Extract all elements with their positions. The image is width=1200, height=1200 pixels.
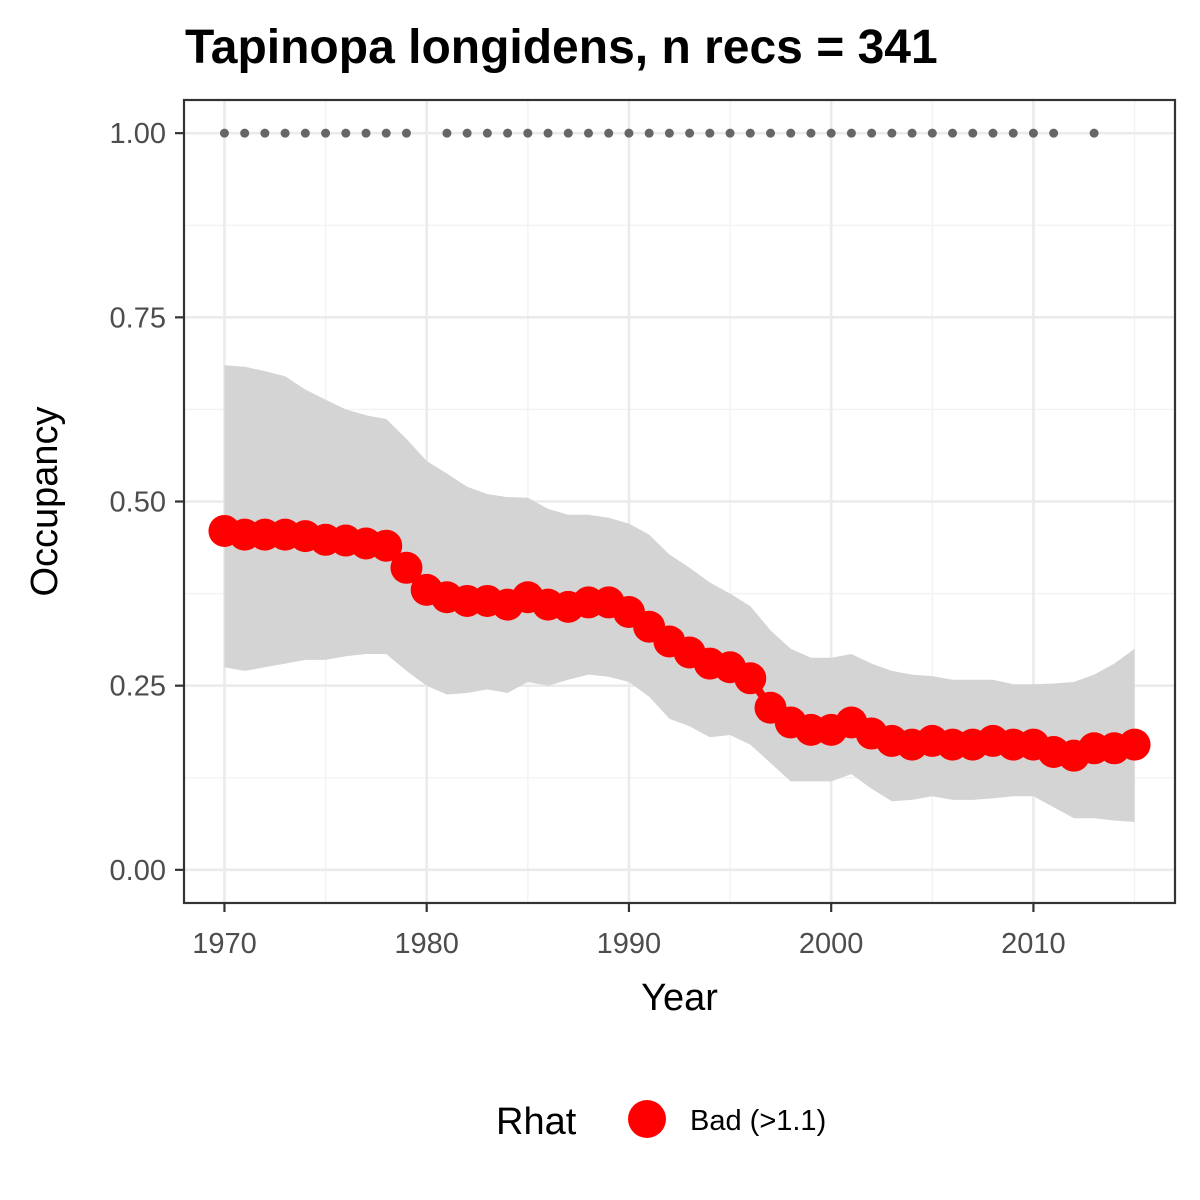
record-point	[361, 128, 371, 138]
record-point	[766, 128, 776, 138]
y-tick-label: 0.75	[110, 302, 166, 334]
x-tick-label: 1980	[394, 928, 459, 960]
record-point	[907, 128, 917, 138]
y-tick-label: 0.25	[110, 671, 166, 703]
x-tick-label: 2010	[1001, 928, 1066, 960]
record-point	[988, 128, 998, 138]
record-point	[927, 128, 937, 138]
record-point	[300, 128, 310, 138]
x-tick-label: 2000	[799, 928, 864, 960]
x-tick-label: 1970	[192, 928, 257, 960]
legend-key-bad-rhat	[628, 1100, 666, 1138]
record-point	[644, 128, 654, 138]
record-point	[1049, 128, 1059, 138]
record-point	[381, 128, 391, 138]
legend-title: Rhat	[496, 1101, 577, 1143]
record-point	[219, 128, 229, 138]
y-tick-label: 0.00	[110, 855, 166, 887]
record-point	[806, 128, 816, 138]
record-points-layer	[219, 128, 1099, 138]
record-point	[624, 128, 634, 138]
occupancy-point	[390, 551, 423, 584]
y-axis: 0.00 0.25 0.50 0.75 1.00	[110, 118, 184, 887]
record-point	[1089, 128, 1099, 138]
occupancy-point	[734, 662, 767, 695]
record-point	[745, 128, 755, 138]
record-point	[1028, 128, 1038, 138]
confidence-ribbon-layer	[224, 365, 1135, 822]
confidence-ribbon	[224, 365, 1135, 822]
record-point	[968, 128, 978, 138]
record-point	[240, 128, 250, 138]
record-point	[260, 128, 270, 138]
record-point	[705, 128, 715, 138]
record-point	[280, 128, 290, 138]
y-tick-label: 1.00	[110, 118, 166, 150]
record-point	[442, 128, 452, 138]
record-point	[664, 128, 674, 138]
record-point	[948, 128, 958, 138]
record-point	[725, 128, 735, 138]
record-point	[321, 128, 331, 138]
record-point	[563, 128, 573, 138]
record-point	[786, 128, 796, 138]
legend: Rhat Bad (>1.1)	[496, 1100, 826, 1143]
record-point	[604, 128, 614, 138]
legend-label-bad-rhat: Bad (>1.1)	[690, 1105, 826, 1137]
occupancy-point	[370, 529, 403, 562]
record-point	[887, 128, 897, 138]
record-point	[341, 128, 351, 138]
record-point	[482, 128, 492, 138]
record-point	[401, 128, 411, 138]
record-point	[685, 128, 695, 138]
record-point	[523, 128, 533, 138]
record-point	[503, 128, 513, 138]
record-point	[867, 128, 877, 138]
record-point	[846, 128, 856, 138]
y-axis-title: Occupancy	[24, 406, 66, 596]
occupancy-series-layer	[208, 514, 1151, 772]
chart-title: Tapinopa longidens, n recs = 341	[185, 21, 938, 74]
occupancy-point	[1118, 728, 1151, 761]
record-point	[1008, 128, 1018, 138]
record-point	[462, 128, 472, 138]
x-axis: 1970 1980 1990 2000 2010	[192, 903, 1066, 960]
x-axis-title: Year	[641, 977, 718, 1019]
y-tick-label: 0.50	[110, 487, 166, 519]
record-point	[543, 128, 553, 138]
x-tick-label: 1990	[597, 928, 662, 960]
record-point	[583, 128, 593, 138]
record-point	[826, 128, 836, 138]
